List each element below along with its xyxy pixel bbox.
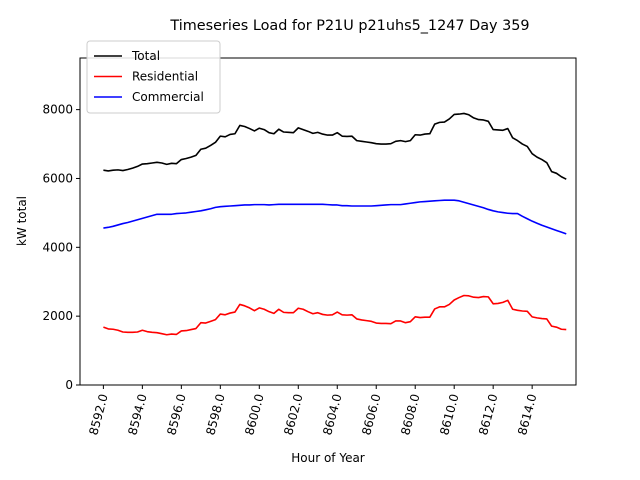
plot-frame bbox=[79, 57, 577, 386]
legend-label-commercial: Commercial bbox=[132, 90, 204, 104]
legend: Total Residential Commercial bbox=[86, 40, 221, 114]
legend-box bbox=[86, 40, 221, 114]
y-tick-label: 6000 bbox=[42, 171, 73, 185]
series-line-residential bbox=[103, 294, 567, 336]
legend-label-total: Total bbox=[131, 49, 160, 63]
chart-title: Timeseries Load for P21U p21uhs5_1247 Da… bbox=[169, 18, 529, 34]
y-tick-label: 0 bbox=[65, 378, 73, 392]
series-line-total bbox=[103, 112, 567, 180]
x-axis-label: Hour of Year bbox=[291, 451, 365, 465]
y-tick-label: 2000 bbox=[42, 309, 73, 323]
y-axis-ticks: 0 2000 4000 6000 8000 bbox=[42, 103, 80, 392]
series-line-commercial bbox=[103, 199, 567, 235]
y-axis-label: kW total bbox=[15, 196, 29, 246]
legend-label-residential: Residential bbox=[132, 70, 198, 84]
series-layer bbox=[103, 112, 567, 336]
y-tick-label: 8000 bbox=[42, 103, 73, 117]
legend-items: Total Residential Commercial bbox=[94, 49, 204, 104]
y-tick-label: 4000 bbox=[42, 240, 73, 254]
